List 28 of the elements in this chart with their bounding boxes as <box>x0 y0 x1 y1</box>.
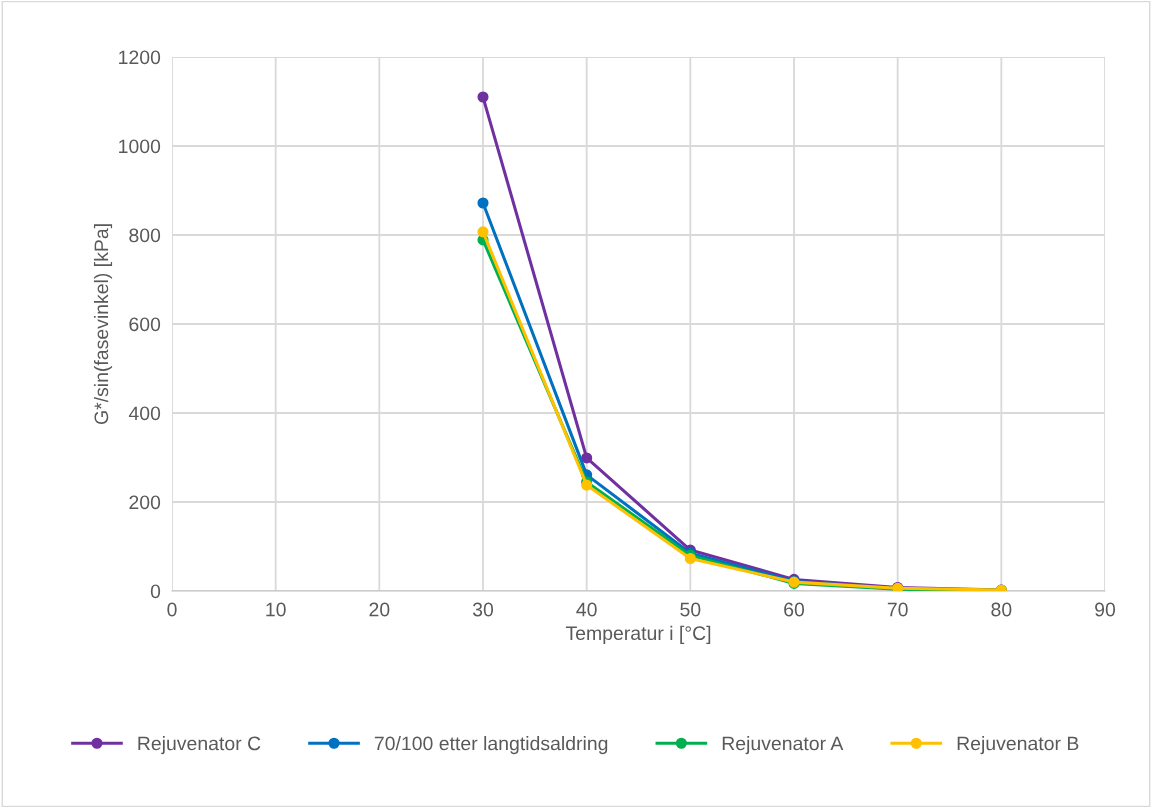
x-tick-label: 30 <box>472 602 494 617</box>
legend-label: 70/100 etter langtidsaldring <box>374 736 608 755</box>
point <box>581 452 593 464</box>
x-axis-title: Temperatur i [°C] <box>565 625 711 644</box>
y-tick-label: 800 <box>129 228 161 243</box>
legend-label: Rejuvenator A <box>722 736 844 755</box>
point <box>684 552 696 565</box>
y-tick-label: 400 <box>128 406 161 421</box>
x-tick-label: 60 <box>784 602 805 617</box>
y-tick-label: 200 <box>129 495 161 510</box>
y-axis-title: G*/sin(fasevinkel) [kPa] <box>93 224 113 425</box>
x-tick-label: 40 <box>576 602 597 617</box>
y-tick-label: 1200 <box>119 50 161 65</box>
x-tick-label: 80 <box>991 602 1012 617</box>
x-tick-label: 0 <box>167 602 177 617</box>
x-tick-label: 70 <box>887 602 908 617</box>
y-tick-label: 600 <box>129 317 161 332</box>
legend-label: Rejuvenator B <box>957 736 1079 755</box>
y-tick-label: 0 <box>150 584 161 599</box>
point <box>477 226 489 238</box>
point <box>477 197 489 209</box>
point <box>477 91 489 103</box>
x-tick-label: 10 <box>266 602 286 617</box>
x-tick-label: 90 <box>1095 602 1116 617</box>
legend-label: Rejuvenator C <box>138 736 261 755</box>
y-tick-label: 1000 <box>119 139 161 154</box>
x-tick-label: 50 <box>680 602 701 617</box>
x-tick-label: 20 <box>369 602 390 617</box>
